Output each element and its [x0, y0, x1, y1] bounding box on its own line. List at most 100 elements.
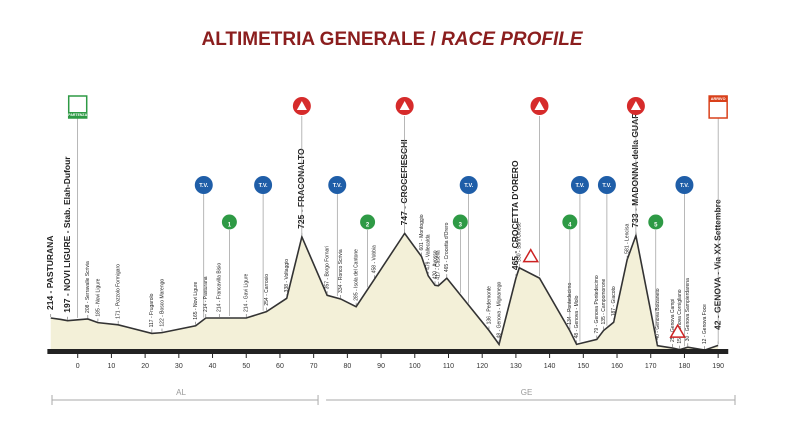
tv-label: T.V.	[199, 183, 208, 189]
tv-label: T.V.	[680, 183, 689, 189]
climb-mountain	[296, 101, 307, 110]
tv-icon	[194, 176, 213, 194]
x-tick-label: 120	[476, 363, 488, 370]
place-label: 417 - Casella	[436, 250, 442, 280]
tv-label: T.V.	[464, 183, 473, 189]
x-tick-label: 50	[242, 363, 250, 370]
tv-icon	[254, 176, 273, 194]
place-label: 117 - Frugarolo	[149, 293, 155, 327]
climb-mountain	[534, 101, 545, 110]
sprint-icon	[648, 214, 664, 230]
sprint-icon	[562, 214, 578, 230]
x-tick-label: 10	[108, 363, 116, 370]
place-label: 187 - Giacoto	[611, 286, 617, 316]
region-label: GE	[521, 388, 533, 397]
sprint-icon	[452, 214, 468, 230]
place-label: 48 - Genova - Molo	[574, 295, 580, 338]
sprint-label: 5	[654, 223, 658, 229]
place-label: 465 - CROCETTA D'ORERO	[510, 160, 520, 270]
place-label: 733 - MADONNA della GUARDIA	[630, 98, 640, 228]
place-label: 420 - Avosso	[432, 250, 438, 279]
place-label: 40 - Genova Bolzaneto	[655, 288, 661, 339]
place-label: 12 - Genova Foce	[702, 304, 708, 344]
place-label: 135 - Campomorone	[601, 278, 607, 324]
x-tick-label: 130	[510, 363, 522, 370]
x-tick-label: 150	[577, 363, 589, 370]
tv-icon	[459, 176, 478, 194]
place-label: 254 - Carrosio	[264, 274, 270, 306]
finish-label: ARRIVO	[711, 97, 726, 101]
title-main: ALTIMETRIA GENERALE /	[201, 29, 441, 50]
start-label: PARTENZA	[68, 113, 87, 117]
x-tick-label: 90	[377, 363, 385, 370]
place-label: 42 - GENOVA - Via XX Settembre	[712, 199, 722, 330]
place-label: 725 - FRACONALTO	[296, 148, 306, 229]
x-tick-label: 70	[310, 363, 318, 370]
place-label: 581 - Lencisa	[624, 223, 630, 253]
place-label: 208 - Serravalle Scrivia	[85, 261, 91, 313]
tv-label: T.V.	[575, 183, 584, 189]
chart-title: ALTIMETRIA GENERALE / RACE PROFILE	[201, 29, 583, 50]
x-tick-label: 60	[276, 363, 284, 370]
region-label: AL	[176, 388, 186, 397]
place-label: 214 - Pasturana	[203, 276, 209, 312]
place-label: 165 - Novi Ligure	[193, 281, 199, 319]
place-label: 357 - Borgo Fornari	[324, 246, 330, 289]
tv-icon	[675, 176, 694, 194]
tv-label: T.V.	[259, 183, 268, 189]
x-tick-label: 30	[175, 363, 183, 370]
place-label: 214 - PASTURANA	[45, 236, 55, 310]
x-tick-label: 100	[409, 363, 421, 370]
baseline	[47, 349, 729, 354]
tv-label: T.V.	[602, 183, 611, 189]
climb-mountain	[630, 101, 641, 110]
sprint-label: 4	[568, 223, 572, 229]
x-tick-label: 140	[544, 363, 556, 370]
place-label: 601 - Montoggio	[419, 214, 425, 250]
sprint-icon	[360, 214, 376, 230]
place-label: 214 - Francavilla Bisio	[217, 263, 223, 312]
tv-icon	[570, 176, 589, 194]
sprint-icon	[221, 214, 237, 230]
profile-line	[50, 231, 719, 351]
place-label: 134 - Pontedecimo	[567, 283, 573, 325]
place-label: 15 - Genova Cornigliano	[677, 289, 683, 343]
place-label: 530 - Sant'Olcese	[517, 222, 523, 262]
place-label: 465 - Crocetta d'Orero	[444, 222, 450, 272]
place-label: 479 - Vallecalda	[426, 234, 432, 270]
place-label: 285 - Isola del Cantone	[353, 249, 359, 301]
x-tick-label: 80	[343, 363, 351, 370]
place-label: 185 - Novi Ligure	[95, 278, 101, 316]
place-label: 334 - Ronco Scrivia	[338, 249, 344, 293]
title-sub: RACE PROFILE	[441, 29, 584, 50]
finish-band	[709, 96, 728, 102]
place-label: 25 - Genova Campi	[670, 299, 676, 342]
x-tick-label: 40	[209, 363, 217, 370]
profile-area	[50, 233, 719, 352]
sprint-label: 2	[366, 223, 370, 229]
x-tick-label: 160	[611, 363, 623, 370]
x-tick-label: 110	[443, 363, 454, 370]
place-label: 214 - Gavi Ligure	[244, 273, 250, 312]
x-tick-label: 180	[679, 363, 691, 370]
place-label: 197 - NOVI LIGURE - Stab. Elah-Dufour	[62, 156, 72, 313]
tv-label: T.V.	[333, 183, 342, 189]
hazard-icon	[669, 323, 687, 338]
x-tick-label: 170	[645, 363, 657, 370]
start-band	[68, 112, 87, 118]
x-tick-label: 0	[76, 363, 80, 370]
place-label: 171 - Pozzolo Formigaro	[115, 264, 121, 319]
x-tick-label: 20	[141, 363, 149, 370]
sprint-label: 3	[459, 223, 463, 229]
sprint-label: 1	[228, 223, 232, 229]
place-label: 458 - Vobbia	[372, 245, 378, 273]
place-label: 79 - Genova Pontedecimo	[594, 275, 600, 333]
place-label: 30 - Genova Sampierdarena	[685, 278, 691, 341]
place-label: 136 - Pedemonte	[486, 286, 492, 325]
tv-icon	[597, 176, 616, 194]
place-label: 48 - Genova - Mignanego	[496, 281, 502, 338]
place-label: 122 - Bosco Marengo	[159, 279, 165, 327]
place-label: 747 - CROCEFIESCHI	[399, 139, 409, 225]
